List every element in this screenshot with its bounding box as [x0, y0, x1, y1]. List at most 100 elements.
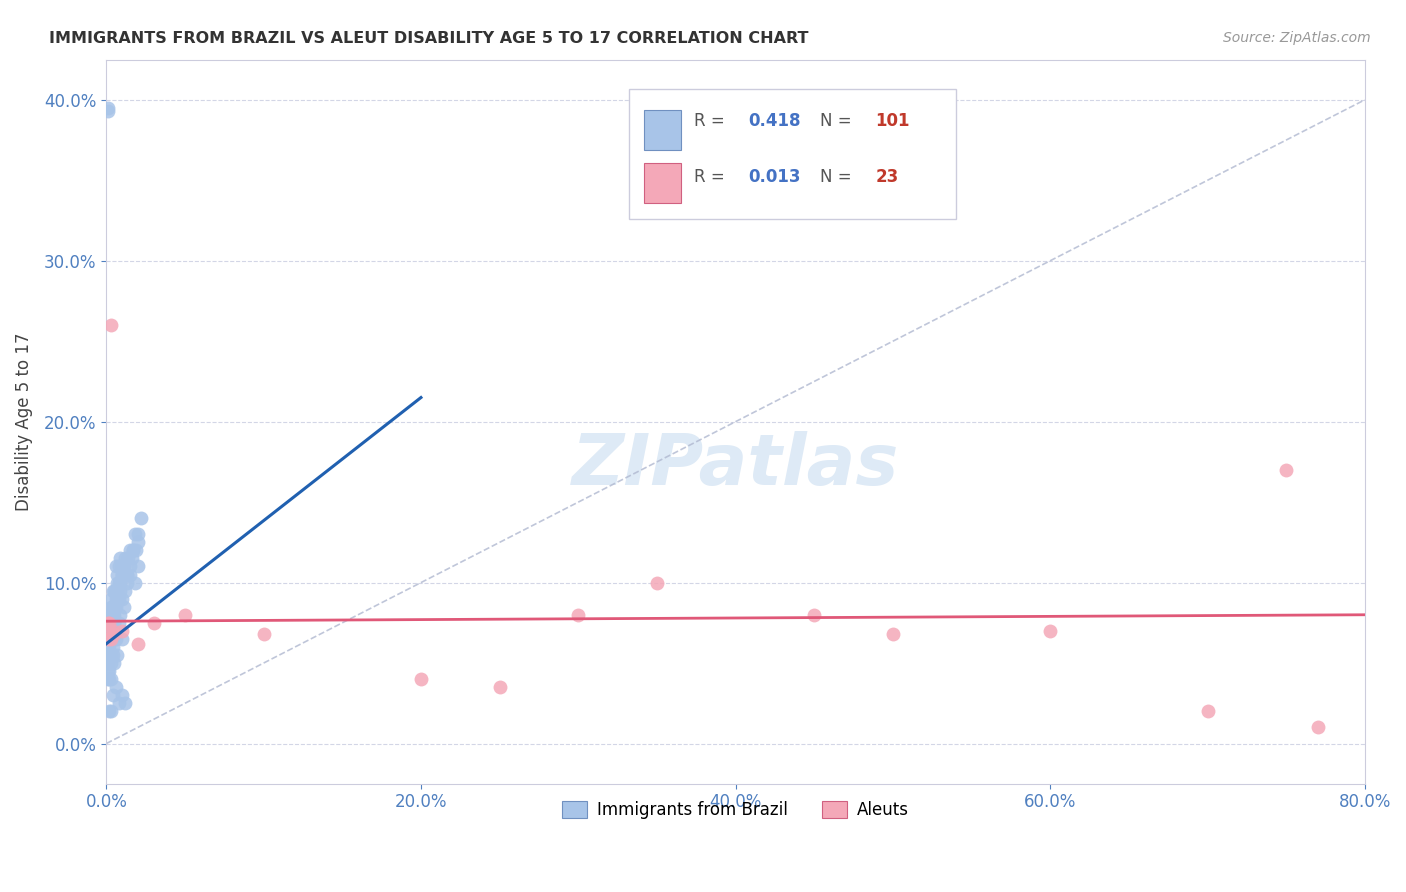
Point	[118, 559, 141, 574]
Point	[105, 575, 128, 590]
Point	[98, 615, 121, 630]
Point	[114, 696, 136, 710]
Point	[103, 627, 125, 641]
Point	[97, 640, 120, 654]
Point	[111, 591, 134, 606]
Point	[100, 624, 122, 638]
Point	[98, 672, 121, 686]
Point	[1306, 720, 1329, 734]
Point	[110, 583, 132, 598]
Point	[108, 559, 131, 574]
Point	[97, 624, 120, 638]
Point	[100, 599, 122, 614]
Point	[111, 624, 134, 638]
Text: 101: 101	[876, 112, 910, 130]
Point	[97, 648, 120, 662]
Point	[101, 648, 124, 662]
Point	[111, 559, 134, 574]
Point	[100, 672, 122, 686]
Point	[409, 672, 432, 686]
Point	[104, 591, 127, 606]
Text: 23: 23	[876, 168, 898, 186]
Point	[124, 575, 146, 590]
Point	[174, 607, 197, 622]
Point	[100, 704, 122, 718]
Point	[124, 527, 146, 541]
Point	[110, 607, 132, 622]
Point	[98, 632, 121, 646]
Point	[114, 551, 136, 566]
Point	[115, 575, 138, 590]
Text: R =: R =	[695, 168, 730, 186]
Point	[98, 624, 121, 638]
Point	[100, 615, 122, 630]
Point	[97, 607, 120, 622]
Point	[110, 551, 132, 566]
Point	[110, 575, 132, 590]
Point	[97, 615, 120, 630]
Point	[105, 583, 128, 598]
Point	[127, 637, 149, 651]
Point	[97, 672, 120, 686]
Point	[103, 656, 125, 670]
Point	[105, 591, 128, 606]
Point	[112, 559, 135, 574]
Text: R =: R =	[695, 112, 730, 130]
Point	[103, 583, 125, 598]
Point	[103, 607, 125, 622]
Point	[101, 640, 124, 654]
Point	[118, 567, 141, 582]
Point	[108, 575, 131, 590]
Point	[125, 543, 148, 558]
Point	[111, 632, 134, 646]
Point	[1039, 624, 1062, 638]
Point	[253, 627, 276, 641]
Point	[97, 664, 120, 678]
Point	[488, 680, 510, 694]
Point	[103, 615, 125, 630]
Point	[1197, 704, 1219, 718]
Point	[98, 624, 121, 638]
Point	[882, 627, 904, 641]
Point	[98, 607, 121, 622]
Point	[803, 607, 825, 622]
Point	[101, 583, 124, 598]
Point	[103, 615, 125, 630]
Point	[104, 583, 127, 598]
Point	[104, 559, 127, 574]
Point	[100, 591, 122, 606]
Point	[98, 704, 121, 718]
Point	[97, 648, 120, 662]
Point	[100, 648, 122, 662]
Point	[100, 656, 122, 670]
Point	[115, 567, 138, 582]
Point	[108, 696, 131, 710]
Point	[97, 632, 120, 646]
Text: Source: ZipAtlas.com: Source: ZipAtlas.com	[1223, 31, 1371, 45]
Point	[104, 680, 127, 694]
Point	[98, 640, 121, 654]
Point	[97, 101, 120, 115]
Point	[645, 575, 668, 590]
Point	[97, 632, 120, 646]
Point	[100, 624, 122, 638]
FancyBboxPatch shape	[628, 88, 956, 219]
Point	[127, 559, 149, 574]
Point	[98, 648, 121, 662]
Point	[111, 688, 134, 702]
Point	[101, 688, 124, 702]
Point	[98, 664, 121, 678]
Point	[101, 615, 124, 630]
Point	[98, 648, 121, 662]
Text: IMMIGRANTS FROM BRAZIL VS ALEUT DISABILITY AGE 5 TO 17 CORRELATION CHART: IMMIGRANTS FROM BRAZIL VS ALEUT DISABILI…	[49, 31, 808, 46]
Y-axis label: Disability Age 5 to 17: Disability Age 5 to 17	[15, 333, 32, 511]
Point	[101, 607, 124, 622]
Point	[121, 551, 143, 566]
Point	[101, 599, 124, 614]
Text: N =: N =	[820, 112, 856, 130]
Point	[103, 599, 125, 614]
Point	[129, 511, 152, 525]
Point	[112, 599, 135, 614]
Point	[100, 632, 122, 646]
Point	[118, 543, 141, 558]
